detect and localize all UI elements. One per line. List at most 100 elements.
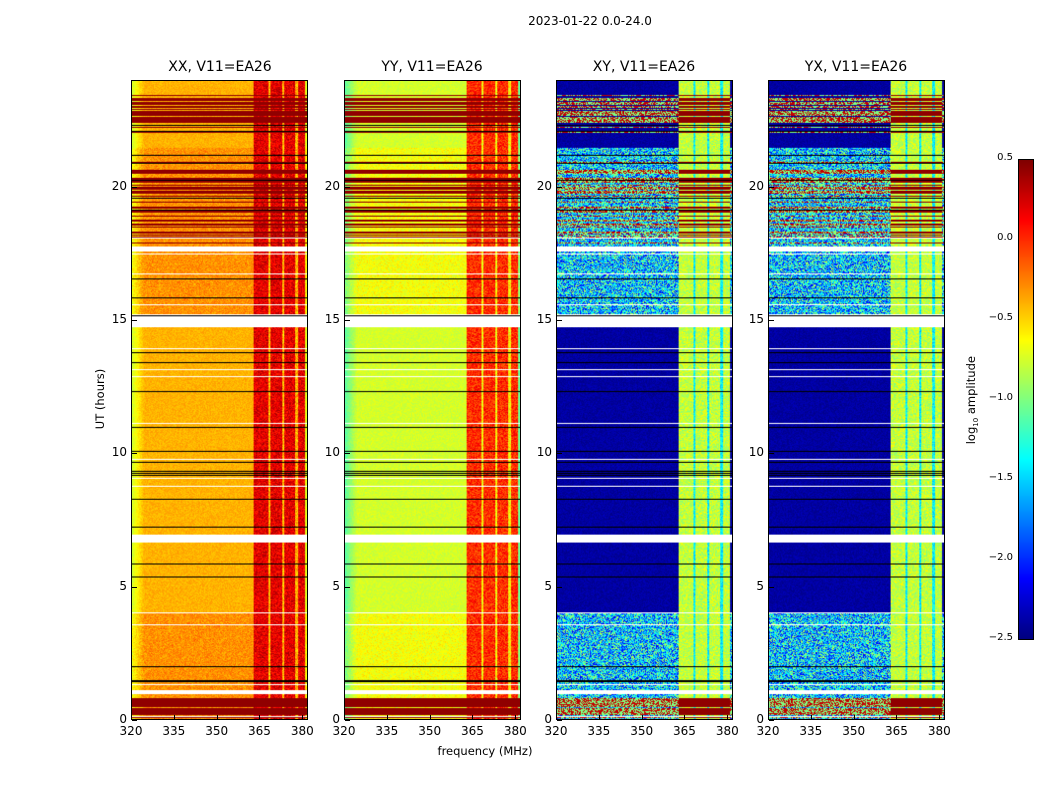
- x-tick-mark: [173, 715, 175, 719]
- x-tick-label: 335: [375, 724, 399, 738]
- y-tick-mark: [132, 453, 137, 455]
- x-tick-label: 380: [715, 724, 739, 738]
- y-tick-mark: [345, 720, 350, 721]
- colorbar-tick-label: −1.0: [988, 392, 1013, 403]
- panel-title-xx: XX, V11=EA26: [168, 59, 272, 75]
- heatmap-panel-yx: [768, 80, 945, 720]
- heatmap-xy: [557, 81, 732, 719]
- panel-title-xy: XY, V11=EA26: [592, 59, 696, 75]
- colorbar-label: log10 amplitude: [963, 356, 981, 445]
- y-tick-mark: [769, 453, 774, 455]
- y-tick-mark: [557, 320, 562, 321]
- y-tick-label: 10: [324, 445, 340, 460]
- x-tick-label: 350: [630, 724, 654, 738]
- y-tick-mark: [345, 453, 350, 455]
- y-tick-label: 15: [111, 312, 127, 326]
- x-tick-mark: [472, 715, 474, 719]
- heatmap-panel-xx: [131, 80, 308, 720]
- figure-title: 2023-01-22 0.0-24.0: [528, 14, 652, 28]
- y-tick-label: 10: [536, 445, 552, 460]
- y-tick-label: 10: [111, 445, 127, 460]
- y-tick-mark: [769, 586, 774, 588]
- y-tick-label: 15: [536, 312, 552, 326]
- x-tick-label: 350: [842, 724, 866, 738]
- y-tick-label: 0: [756, 712, 764, 726]
- y-tick-label: 20: [324, 178, 340, 193]
- x-tick-label: 350: [418, 724, 442, 738]
- x-tick-label: 365: [885, 724, 908, 738]
- y-tick-mark: [132, 586, 137, 588]
- x-tick-label: 380: [290, 724, 314, 738]
- x-tick-mark: [641, 715, 643, 719]
- y-tick-mark: [557, 720, 562, 721]
- x-tick-mark: [386, 715, 388, 719]
- y-tick-label: 10: [748, 445, 764, 460]
- x-tick-label: 335: [162, 724, 186, 738]
- x-tick-mark: [344, 715, 345, 719]
- colorbar-tick-label: 0.5: [997, 152, 1013, 163]
- x-tick-label: 320: [119, 724, 143, 738]
- y-tick-label: 20: [536, 178, 552, 193]
- heatmap-yx: [769, 81, 944, 719]
- y-tick-mark: [345, 186, 350, 188]
- x-tick-label: 335: [587, 724, 611, 738]
- x-tick-label: 350: [205, 724, 229, 738]
- x-tick-label: 380: [927, 724, 951, 738]
- y-tick-mark: [345, 320, 350, 321]
- x-tick-label: 365: [673, 724, 696, 738]
- y-tick-label: 0: [544, 712, 552, 726]
- x-tick-mark: [302, 715, 304, 719]
- x-tick-mark: [429, 715, 431, 719]
- colorbar-tick-label: 0.0: [997, 232, 1013, 243]
- y-tick-mark: [769, 720, 774, 721]
- y-tick-mark: [557, 186, 562, 188]
- x-tick-mark: [939, 715, 941, 719]
- y-tick-label: 15: [324, 312, 340, 326]
- y-tick-label: 20: [111, 178, 127, 193]
- x-tick-label: 365: [248, 724, 271, 738]
- heatmap-panel-yy: [344, 80, 521, 720]
- x-tick-mark: [684, 715, 686, 719]
- x-tick-mark: [810, 715, 812, 719]
- y-tick-mark: [769, 186, 774, 188]
- colorbar-tick-label: −2.0: [988, 552, 1013, 563]
- y-tick-mark: [132, 320, 137, 321]
- y-tick-mark: [557, 586, 562, 588]
- y-tick-label: 5: [544, 578, 552, 593]
- y-tick-label: 0: [119, 712, 127, 726]
- x-tick-mark: [768, 715, 769, 719]
- x-tick-mark: [727, 715, 729, 719]
- x-tick-mark: [259, 715, 261, 719]
- panel-title-yy: YY, V11=EA26: [381, 59, 483, 75]
- colorbar: [1018, 159, 1034, 640]
- colorbar-tick-label: −1.5: [988, 472, 1013, 483]
- y-tick-label: 15: [748, 312, 764, 326]
- y-axis-label: UT (hours): [93, 368, 107, 430]
- y-tick-mark: [557, 453, 562, 455]
- y-tick-mark: [132, 186, 137, 188]
- x-tick-label: 365: [461, 724, 484, 738]
- heatmap-panel-xy: [556, 80, 733, 720]
- panel-title-yx: YX, V11=EA26: [804, 59, 908, 75]
- y-tick-mark: [769, 320, 774, 321]
- colorbar-tick-label: −2.5: [988, 632, 1013, 643]
- y-tick-mark: [132, 720, 137, 721]
- x-tick-label: 320: [544, 724, 568, 738]
- colorbar-tick-label: −0.5: [988, 312, 1013, 323]
- x-tick-label: 380: [503, 724, 527, 738]
- y-tick-label: 5: [119, 578, 127, 593]
- heatmap-yy: [345, 81, 520, 719]
- x-tick-label: 335: [799, 724, 823, 738]
- y-tick-label: 20: [748, 178, 764, 193]
- y-tick-mark: [345, 586, 350, 588]
- x-tick-mark: [598, 715, 600, 719]
- heatmap-xx: [132, 81, 307, 719]
- x-tick-label: 320: [332, 724, 356, 738]
- x-tick-mark: [556, 715, 557, 719]
- x-tick-label: 320: [756, 724, 780, 738]
- y-tick-label: 5: [756, 578, 764, 593]
- y-tick-label: 0: [332, 712, 340, 726]
- y-tick-label: 5: [332, 578, 340, 593]
- x-tick-mark: [853, 715, 855, 719]
- x-tick-mark: [131, 715, 132, 719]
